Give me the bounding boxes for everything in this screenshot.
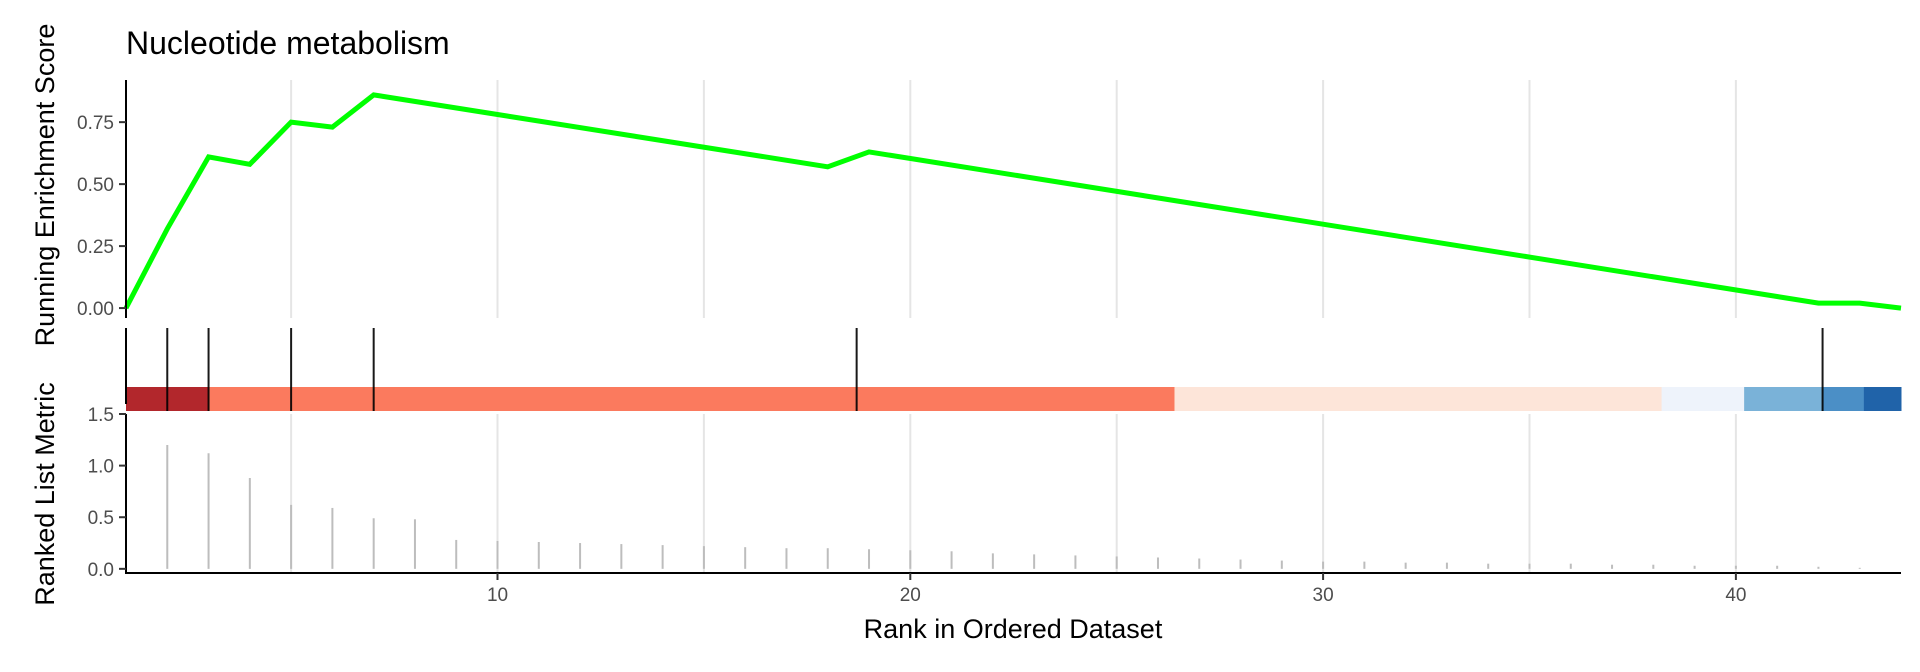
x-tick-label: 20 <box>900 585 921 606</box>
colorbar-segment <box>1174 387 1663 411</box>
x-ticks: 10 20 30 40 <box>487 573 1746 606</box>
y-tick-label: 0.5 <box>88 508 114 529</box>
colorbar-segment <box>1744 387 1824 411</box>
colorbar-segment <box>1661 387 1745 411</box>
x-tick-label: 40 <box>1725 585 1746 606</box>
y-tick-label: 0.25 <box>77 237 114 258</box>
y-tick-label: 0.00 <box>77 299 114 320</box>
x-tick-label: 30 <box>1313 585 1334 606</box>
ranked-metric-y-axis-title: Ranked List Metric <box>30 382 60 606</box>
y-tick-label: 1.0 <box>88 457 114 478</box>
y-tick-label: 0.0 <box>88 560 114 581</box>
running-score-y-ticks: 0.00 0.25 0.50 0.75 <box>77 113 126 320</box>
colorbar-segment <box>1863 387 1902 411</box>
y-tick-label: 0.75 <box>77 113 114 134</box>
y-tick-label: 1.5 <box>88 405 114 426</box>
running-score-line <box>123 92 1902 311</box>
y-tick-label: 0.50 <box>77 175 114 196</box>
ranked-metric-y-ticks: 0.0 0.5 1.0 1.5 <box>88 405 126 581</box>
colorbar-segment <box>1822 387 1865 411</box>
axes <box>125 80 1901 574</box>
running-score-series <box>123 92 1902 311</box>
gene-hit-marks <box>166 328 1824 411</box>
x-tick-label: 10 <box>487 585 508 606</box>
chart-title: Nucleotide metabolism <box>126 25 450 61</box>
running-score-y-axis-title: Running Enrichment Score <box>30 24 60 347</box>
rank-colorbar <box>126 387 1902 411</box>
x-axis-title: Rank in Ordered Dataset <box>864 614 1163 644</box>
colorbar-segment <box>208 387 1175 411</box>
ranked-metric-bars <box>166 444 1861 569</box>
